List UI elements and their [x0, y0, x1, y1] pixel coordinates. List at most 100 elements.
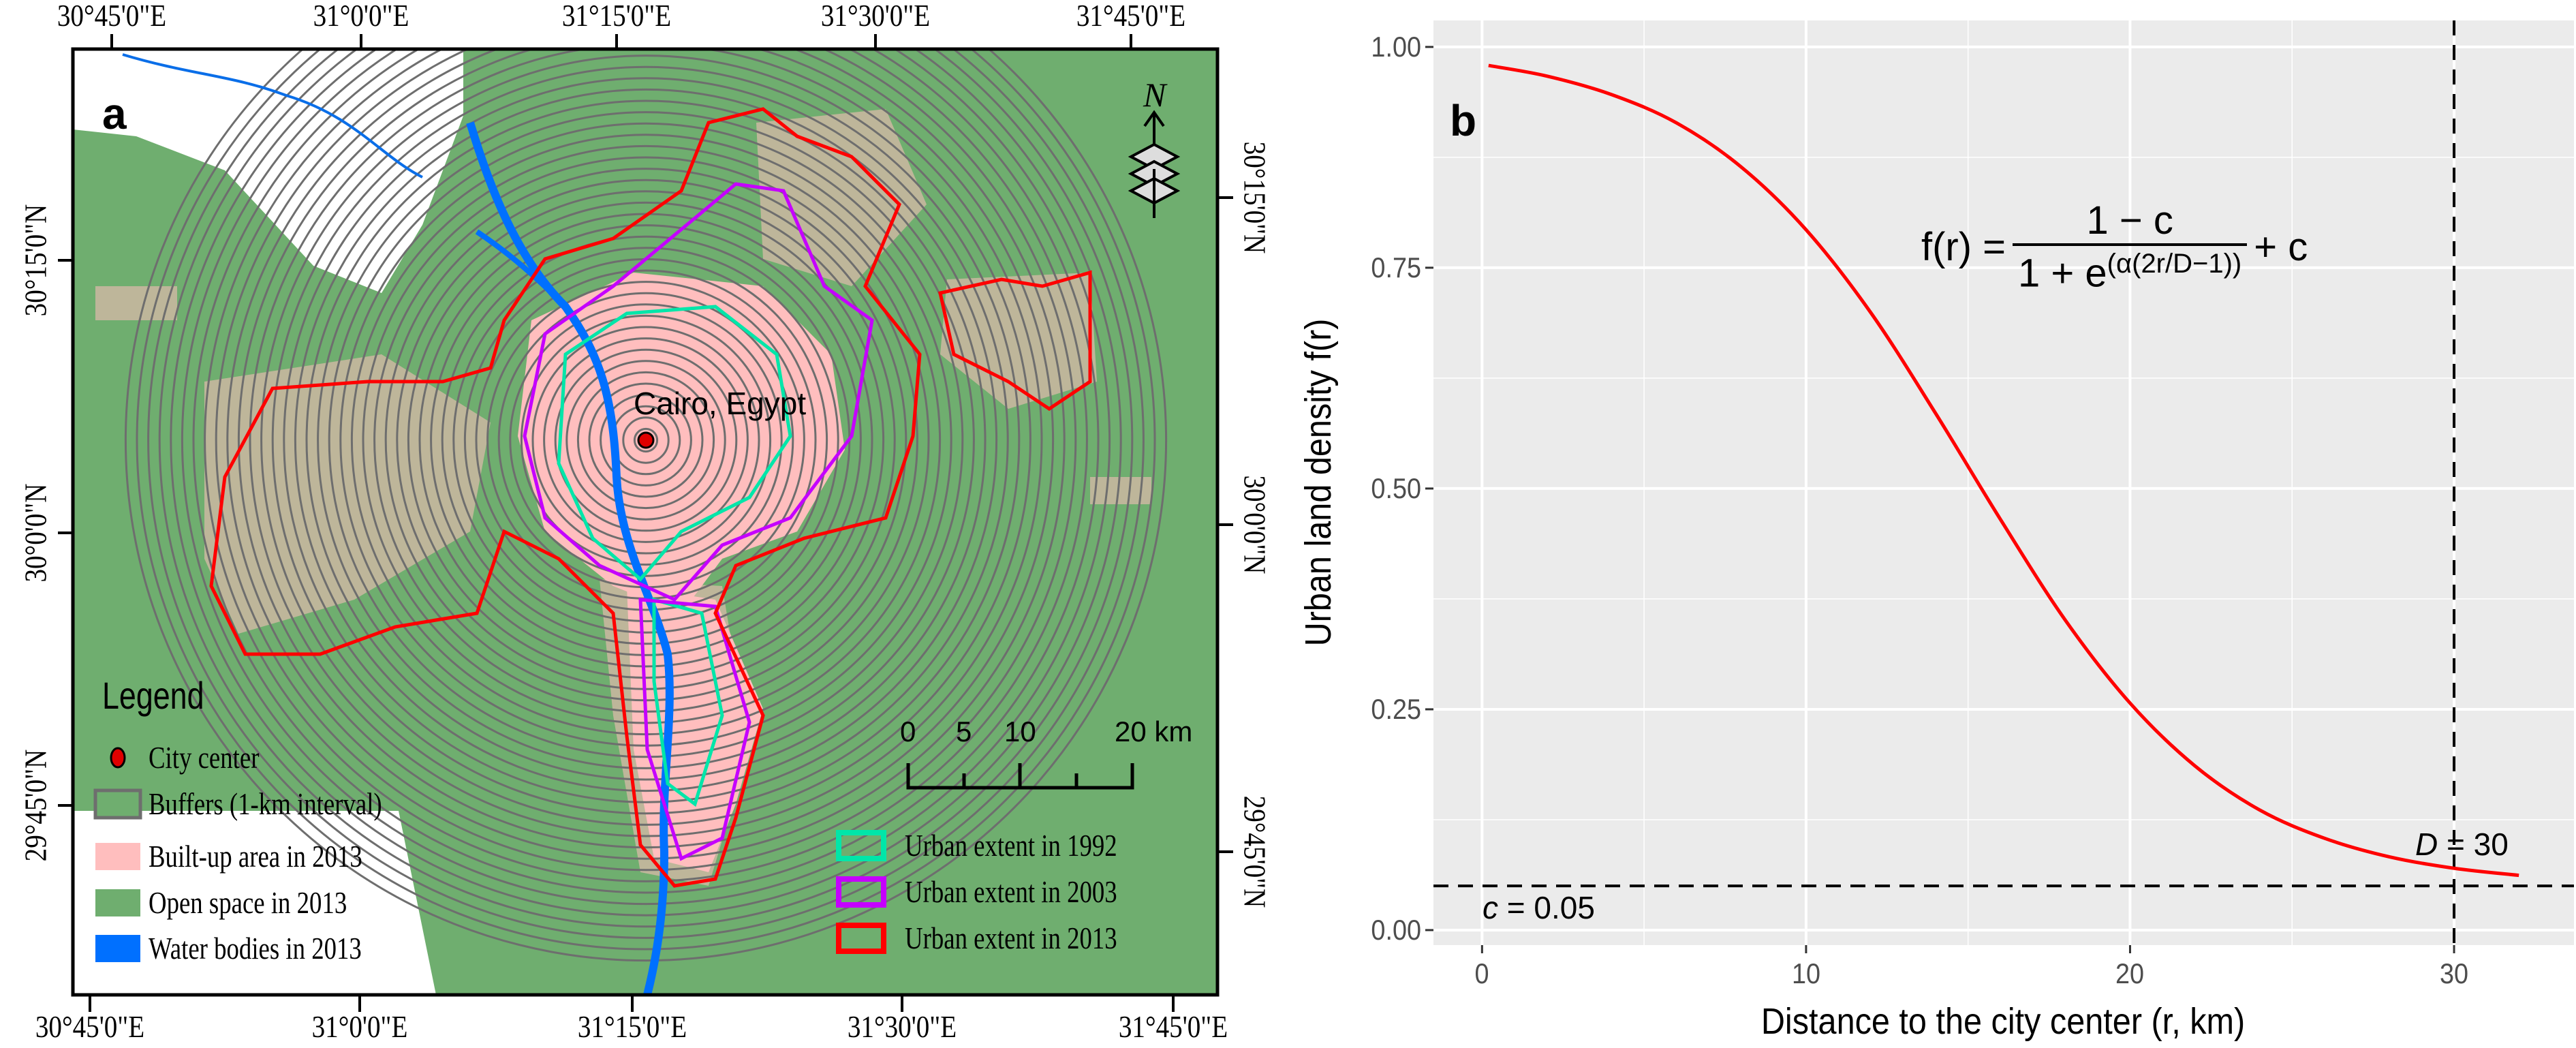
scale-bar: [906, 763, 1134, 790]
buffer-ring: [238, 49, 1054, 848]
plot-background: [1433, 20, 2574, 945]
map-tick-label-right: 30°15'0"N: [1237, 141, 1273, 254]
legend-item-builtup: Built-up area in 2013: [149, 839, 362, 874]
y-tick-label: 0.00: [1371, 913, 1421, 946]
buffer-ring: [249, 49, 1043, 837]
scale-label-5: 5: [956, 715, 972, 748]
buffer-ring: [192, 49, 1100, 894]
nile-river: [466, 121, 674, 995]
city-center-marker: [637, 431, 655, 449]
buffer-ring: [158, 49, 1134, 928]
legend-title: Legend: [102, 674, 204, 717]
c-value: = 0.05: [1498, 890, 1595, 925]
x-tick-label: 10: [1791, 957, 1820, 989]
buffer-ring: [147, 49, 1145, 939]
d-value: = 30: [2438, 827, 2509, 862]
water-swatch: [95, 935, 140, 962]
buffer-ring: [170, 49, 1122, 916]
density-curve: [1488, 63, 2519, 878]
equation: f(r) = 1 − c 1 + e(α(2r/D−1)) + c: [1921, 198, 2308, 296]
map-panel: [73, 49, 1217, 995]
city-label: Cairo, Egypt: [634, 386, 807, 421]
buffer-ring: [125, 49, 1167, 961]
d-symbol: D: [2415, 827, 2438, 862]
map-tick-label-bottom: 31°45'0"E: [1118, 1009, 1228, 1044]
buffer-ring: [576, 371, 715, 510]
buffer-ring: [317, 111, 975, 769]
map-tick-label-bottom: 31°0'0"E: [311, 1009, 408, 1044]
scale-label-20: 20 km: [1115, 715, 1193, 748]
buffer-ring: [283, 77, 1009, 803]
buffer-ring: [475, 269, 817, 611]
x-tick-label: 30: [2440, 957, 2469, 989]
buffer-ring: [204, 49, 1088, 882]
extent-2003-swatch: [836, 876, 886, 908]
x-tick-label: 20: [2115, 957, 2145, 989]
map-tick-label-bottom: 31°30'0"E: [847, 1009, 957, 1044]
map-tick-label-left: 30°0'0"N: [18, 483, 53, 583]
d-reference-label: D = 30: [2415, 826, 2509, 863]
buffer-ring: [328, 122, 964, 758]
buffer-ring: [509, 303, 783, 577]
y-tick-label: 1.00: [1371, 30, 1421, 63]
buffer-ring: [452, 247, 839, 634]
equation-lhs: f(r) =: [1921, 224, 2006, 269]
canal-line: [122, 53, 423, 179]
buffer-ring: [294, 88, 998, 792]
legend-background: [73, 811, 436, 995]
y-tick-label: 0.75: [1371, 251, 1421, 283]
open-space-swatch: [95, 889, 140, 916]
reference-lines: [1433, 20, 2574, 945]
legend-swatches: [93, 747, 886, 962]
map-tick-label-left: 30°15'0"N: [18, 204, 53, 317]
y-axis-title: Urban land density f(r): [1298, 318, 1339, 647]
map-tick-label-right: 29°45'0"N: [1237, 795, 1273, 908]
map-tick-label-top: 31°0'0"E: [313, 0, 409, 33]
extent-1992-swatch: [836, 830, 886, 861]
equation-exponent: (α(2r/D−1)): [2107, 249, 2242, 279]
buffer-ring: [226, 49, 1066, 860]
buffer-ring: [600, 394, 692, 487]
urban-extent-2013: [209, 107, 1092, 888]
legend-item-water: Water bodies in 2013: [149, 931, 362, 966]
legend-item-open-space: Open space in 2013: [149, 885, 347, 920]
map-tick-marks: [58, 34, 1233, 1012]
scale-label-10: 10: [1004, 715, 1036, 748]
buffer-ring: [622, 416, 670, 464]
river-branch: [475, 229, 568, 309]
c-symbol: c: [1483, 890, 1498, 925]
legend-item-buffers: Buffers (1-km interval): [149, 786, 382, 821]
buffer-ring: [215, 49, 1077, 872]
buffer-ring: [430, 224, 862, 656]
map-tick-label-top: 31°15'0"E: [561, 0, 672, 33]
legend-item-extent-2003: Urban extent in 2003: [905, 874, 1117, 909]
buffer-ring: [565, 360, 726, 521]
map-tick-label-left: 29°45'0"N: [18, 749, 53, 862]
legend-item-extent-1992: Urban extent in 1992: [905, 828, 1117, 863]
buffer-ring: [531, 326, 760, 555]
y-tick-label: 0.25: [1371, 692, 1421, 725]
north-label: N: [1143, 76, 1166, 114]
y-tick-label: 0.50: [1371, 472, 1421, 504]
map-tick-label-top: 31°30'0"E: [820, 0, 931, 33]
buffer-ring: [588, 382, 704, 498]
map-tick-label-right: 30°0'0"N: [1237, 475, 1273, 574]
legend-item-city-center: City center: [149, 740, 260, 775]
equation-tail: + c: [2254, 224, 2308, 269]
map-tick-label-bottom: 31°15'0"E: [577, 1009, 687, 1044]
map-tick-label-top: 30°45'0"E: [57, 0, 167, 33]
equation-denominator: 1 + e(α(2r/D−1)): [2013, 243, 2248, 296]
scale-label-0: 0: [900, 715, 916, 748]
buffer-ring: [543, 337, 749, 543]
c-reference-label: c = 0.05: [1483, 889, 1595, 926]
builtup-swatch: [95, 843, 140, 870]
series-layer: [1488, 63, 2519, 878]
buffer-ring: [407, 201, 885, 679]
buffer-ring: [260, 55, 1031, 826]
equation-numerator: 1 − c: [2086, 198, 2173, 243]
city-center-swatch: [110, 747, 126, 769]
map-tick-label-top: 31°45'0"E: [1076, 0, 1186, 33]
panel-label-b: b: [1450, 96, 1477, 145]
buffer-ring: [633, 427, 659, 453]
